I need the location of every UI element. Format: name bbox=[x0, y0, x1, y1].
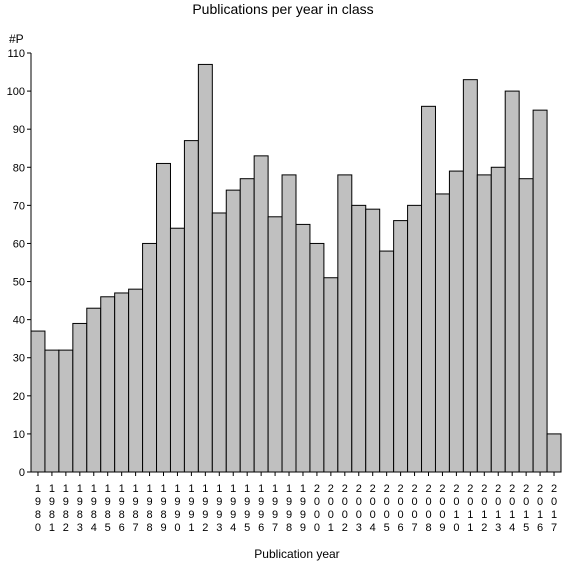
bar-2013 bbox=[490, 166, 506, 473]
y-tick-label-40: 40 bbox=[13, 315, 25, 327]
bar-2006 bbox=[393, 220, 409, 473]
bar-2001 bbox=[323, 277, 339, 473]
bar-1982 bbox=[58, 349, 74, 473]
axes-group bbox=[30, 53, 561, 473]
chart-title: Publications per year in class bbox=[192, 1, 373, 17]
bar-2007 bbox=[407, 204, 423, 473]
y-tick-label-80: 80 bbox=[13, 162, 25, 174]
bar-1989 bbox=[156, 162, 171, 473]
y-tick-label-30: 30 bbox=[13, 353, 25, 365]
x-axis-label: Publication year bbox=[254, 547, 339, 561]
bar-1981 bbox=[44, 349, 60, 473]
bar-1990 bbox=[169, 227, 185, 473]
bar-2011 bbox=[462, 79, 478, 473]
bar-2016 bbox=[532, 109, 548, 473]
bar-2004 bbox=[365, 208, 381, 473]
bar-2014 bbox=[504, 90, 520, 473]
bar-1991 bbox=[183, 140, 199, 473]
bar-2012 bbox=[476, 174, 492, 473]
bar-1988 bbox=[142, 242, 158, 473]
bar-1980 bbox=[30, 330, 46, 473]
bar-2000 bbox=[309, 242, 325, 473]
bar-1984 bbox=[86, 307, 102, 473]
bar-1992 bbox=[197, 63, 213, 473]
y-tick-label-20: 20 bbox=[13, 391, 25, 403]
y-tick-label-0: 0 bbox=[19, 467, 25, 479]
bar-1993 bbox=[211, 212, 227, 473]
bar-1994 bbox=[225, 189, 241, 473]
bar-1986 bbox=[114, 292, 130, 473]
bar-1983 bbox=[72, 322, 88, 473]
bar-1985 bbox=[100, 296, 116, 473]
bar-2003 bbox=[351, 204, 367, 473]
y-tick-label-60: 60 bbox=[13, 238, 25, 250]
bar-2002 bbox=[337, 174, 353, 473]
bar-2017 bbox=[546, 433, 562, 473]
y-tick-label-50: 50 bbox=[13, 277, 25, 289]
y-tick-label-70: 70 bbox=[13, 200, 25, 212]
bar-1999 bbox=[295, 223, 311, 473]
y-tick-label-90: 90 bbox=[13, 124, 25, 136]
bar-2009 bbox=[434, 193, 450, 473]
bar-1998 bbox=[281, 174, 297, 473]
y-tick-label-100: 100 bbox=[7, 86, 25, 98]
y-tick-label-110: 110 bbox=[7, 48, 25, 60]
bar-1995 bbox=[239, 178, 255, 473]
y-tick-label-10: 10 bbox=[13, 429, 25, 441]
bar-1987 bbox=[128, 288, 144, 473]
y-ticks-group: 0 10 20 30 40 50 60 70 80 90 100 110 bbox=[7, 48, 31, 479]
bar-2015 bbox=[518, 178, 534, 473]
bar-2008 bbox=[421, 105, 436, 473]
bar-2010 bbox=[448, 170, 464, 473]
bar-2005 bbox=[379, 250, 395, 473]
x-ticks-group: 1 9 8 0 1 9 8 1 1 9 8 2 1 9 8 3 1 9 8 4 1 9 8 5 1 9 8 6 1 9 8 7 1 9 8 8 1 9 8 9… bbox=[35, 472, 557, 534]
bar-1996 bbox=[253, 155, 269, 473]
bars-group bbox=[30, 63, 562, 473]
bar-1997 bbox=[267, 216, 283, 473]
y-axis-label: #P bbox=[9, 32, 24, 46]
